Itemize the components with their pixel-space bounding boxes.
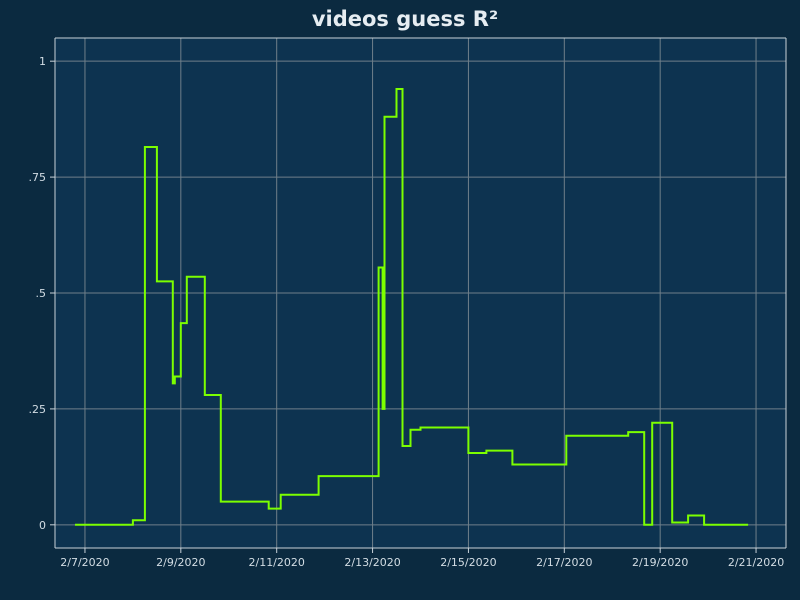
chart-title: videos guess R² xyxy=(312,7,498,31)
x-tick-label: 2/7/2020 xyxy=(60,556,109,569)
y-tick-label: 0 xyxy=(39,519,46,532)
x-tick-label: 2/19/2020 xyxy=(632,556,688,569)
x-tick-label: 2/21/2020 xyxy=(728,556,784,569)
grid xyxy=(55,38,786,548)
series-layer xyxy=(75,88,749,526)
y-tick-label: .5 xyxy=(36,287,47,300)
y-tick-label: 1 xyxy=(39,55,46,68)
x-tick-label: 2/17/2020 xyxy=(536,556,592,569)
series-line xyxy=(75,88,749,526)
y-tick-label: .75 xyxy=(29,171,47,184)
tick-labels: 2/7/2020 2/9/2020 2/11/2020 2/13/2020 2/15/2… xyxy=(29,55,785,569)
y-tick-label: .25 xyxy=(29,403,47,416)
x-tick-label: 2/9/2020 xyxy=(156,556,205,569)
x-tick-label: 2/11/2020 xyxy=(248,556,304,569)
x-tick-label: 2/13/2020 xyxy=(344,556,400,569)
x-tick-label: 2/15/2020 xyxy=(440,556,496,569)
